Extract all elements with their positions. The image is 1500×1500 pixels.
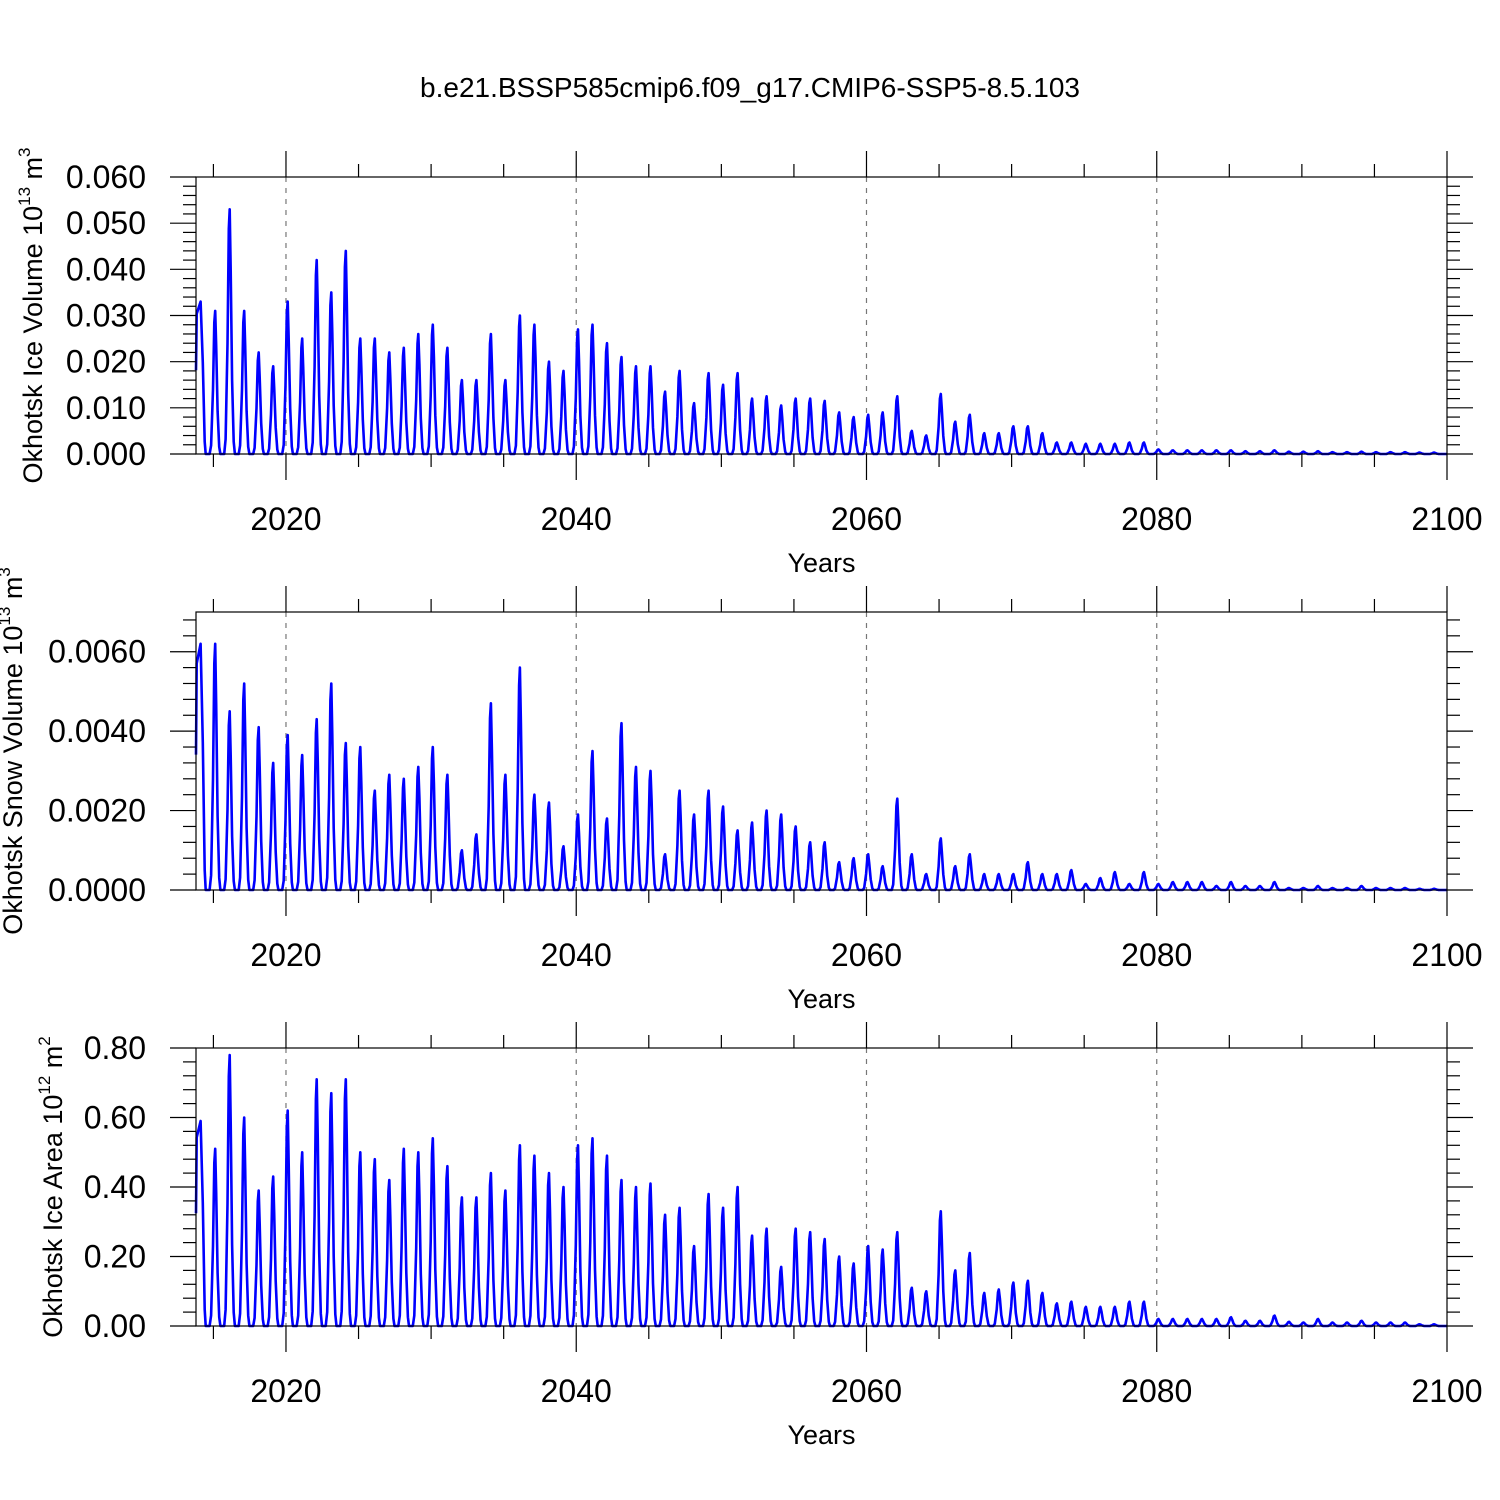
ytick-label: 0.050: [66, 205, 146, 241]
x-axis-title: Years: [787, 1420, 855, 1450]
xtick-label: 2040: [541, 501, 612, 537]
xtick-label: 2080: [1121, 937, 1192, 973]
xtick-label: 2020: [250, 937, 321, 973]
y-axis-title: Okhotsk Ice Volume 1013 m3: [15, 147, 48, 483]
series-line: [194, 642, 1447, 892]
series-line: [194, 208, 1447, 456]
y-axis-title: Okhotsk Snow Volume 1013 m3: [0, 567, 28, 935]
xtick-label: 2040: [541, 1373, 612, 1409]
xtick-label: 2020: [250, 1373, 321, 1409]
xtick-label: 2100: [1411, 937, 1482, 973]
ytick-label: 0.0040: [48, 713, 146, 749]
ytick-label: 0.000: [66, 436, 146, 472]
xtick-label: 2020: [250, 501, 321, 537]
ytick-label: 0.060: [66, 159, 146, 195]
ytick-label: 0.40: [84, 1169, 146, 1205]
plot-frame: [195, 611, 1448, 891]
page-title: b.e21.BSSP585cmip6.f09_g17.CMIP6-SSP5-8.…: [420, 72, 1080, 103]
x-axis-title: Years: [787, 984, 855, 1014]
ytick-label: 0.0060: [48, 634, 146, 670]
ytick-label: 0.20: [84, 1239, 146, 1275]
ytick-label: 0.010: [66, 390, 146, 426]
ytick-label: 0.0000: [48, 872, 146, 908]
series-line: [194, 1053, 1447, 1328]
xtick-label: 2100: [1411, 1373, 1482, 1409]
y-axis-title: Okhotsk Ice Area 1012 m2: [35, 1036, 68, 1338]
ytick-label: 0.020: [66, 344, 146, 380]
ytick-label: 0.80: [84, 1030, 146, 1066]
plot-frame: [195, 176, 1448, 455]
ytick-label: 0.60: [84, 1100, 146, 1136]
ytick-label: 0.0020: [48, 793, 146, 829]
ytick-label: 0.030: [66, 298, 146, 334]
xtick-label: 2040: [541, 937, 612, 973]
x-axis-title: Years: [787, 548, 855, 578]
chart-panel-3: 0.00 0.20 0.40 0.60 0.80 2020 2040 2060 2080 2100…: [35, 1022, 1483, 1450]
ytick-label: 0.00: [84, 1308, 146, 1344]
xtick-label: 2060: [831, 937, 902, 973]
ytick-label: 0.040: [66, 251, 146, 287]
xtick-label: 2080: [1121, 1373, 1192, 1409]
xtick-label: 2060: [831, 1373, 902, 1409]
xtick-label: 2100: [1411, 501, 1482, 537]
xtick-label: 2080: [1121, 501, 1192, 537]
chart-panel-1: 0.000 0.010 0.020 0.030 0.040 0.050 0.060 2020 2…: [15, 147, 1483, 578]
xtick-label: 2060: [831, 501, 902, 537]
chart-panel-2: 0.0000 0.0020 0.0040 0.0060 2020 2040 2060 2080…: [0, 567, 1483, 1014]
